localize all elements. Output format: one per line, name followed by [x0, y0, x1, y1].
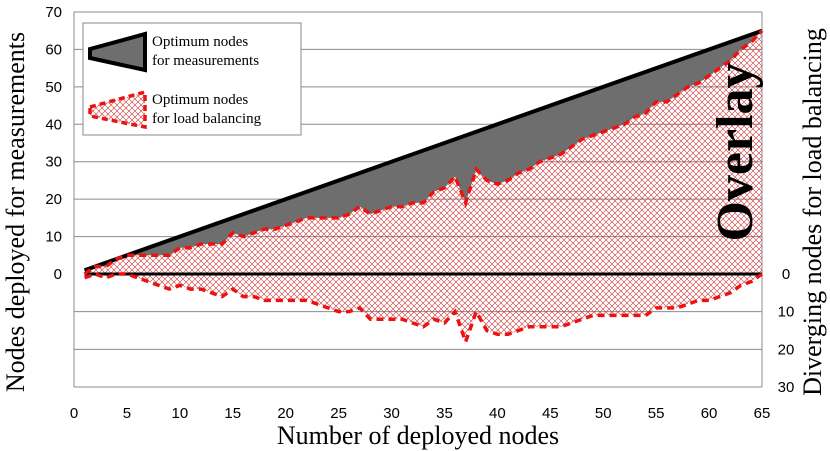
measurements-line: [83, 28, 763, 273]
load-balancing-line: [83, 29, 764, 276]
x-tick-label: 15: [224, 405, 241, 422]
x-tick-label: 35: [436, 405, 453, 422]
legend: Optimum nodes for measurements Optimum n…: [82, 22, 302, 136]
y-tick-label-left: 10: [45, 229, 62, 246]
y-axis-title-right: Diverging nodes for load balancing: [798, 28, 827, 396]
x-tick-label: 5: [123, 405, 131, 422]
legend-label-load-balancing-line2: for load balancing: [152, 111, 262, 127]
legend-label-measurements-line2: for measurements: [152, 53, 259, 69]
x-tick-label: 60: [701, 405, 718, 422]
y-tick-label-left: 20: [45, 191, 62, 208]
y-tick-label-left: 50: [45, 79, 62, 96]
x-tick-label: 50: [595, 405, 612, 422]
x-tick-label: 45: [542, 405, 559, 422]
legend-swatch-load-balancing: [88, 89, 147, 130]
x-tick-label: 0: [70, 405, 78, 422]
legend-label-measurements-line1: Optimum nodes: [152, 34, 248, 50]
legend-swatch-measurements: [88, 31, 147, 73]
y-tick-label-left: 60: [45, 41, 62, 58]
y-tick-label-left: 30: [45, 154, 62, 171]
plot-lines: [83, 28, 764, 348]
diverging-line: [83, 272, 764, 348]
y-tick-label-left: 70: [45, 4, 62, 21]
load-balancing-hatch-area: [84, 30, 763, 275]
y-tick-label-right: 20: [778, 341, 795, 358]
x-tick-label: 65: [754, 405, 771, 422]
x-axis-title: Number of deployed nodes: [277, 421, 559, 450]
x-tick-label: 30: [383, 405, 400, 422]
y-tick-label-left: 0: [54, 266, 62, 283]
y-tick-label-right: 10: [778, 304, 795, 321]
y-tick-label-right: 0: [782, 266, 790, 283]
legend-label-load-balancing-line1: Optimum nodes: [152, 92, 248, 108]
x-tick-label: 25: [330, 405, 347, 422]
x-tick-label: 40: [489, 405, 506, 422]
y-axis-title-left: Nodes deployed for measurements: [1, 32, 30, 392]
x-tick-label: 20: [277, 405, 294, 422]
overlay-label: Overlay: [707, 62, 764, 241]
tick-labels: 0 5 10 15 20 25 30 35 40 45 50 55 60 65 70 60 50 40 30 20 10…: [45, 4, 794, 422]
diverging-hatch-area: [84, 274, 763, 342]
y-tick-label-left: 40: [45, 116, 62, 133]
x-tick-label: 55: [648, 405, 665, 422]
y-tick-label-right: 30: [778, 379, 795, 396]
x-tick-label: 10: [172, 405, 189, 422]
